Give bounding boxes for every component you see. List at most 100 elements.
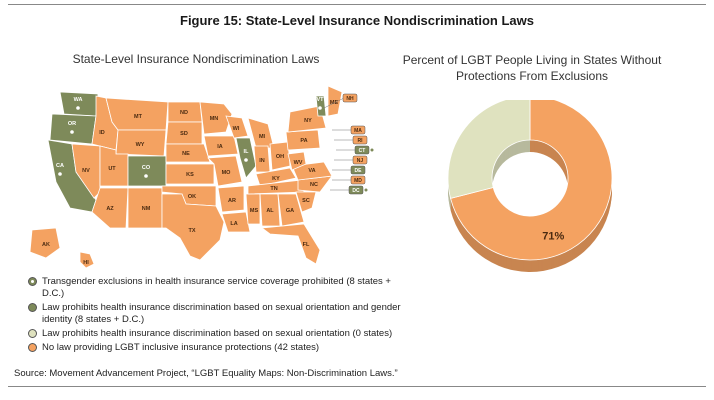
state-label-ut: UT — [108, 166, 116, 172]
state-label-or: OR — [68, 121, 76, 127]
state-oh — [269, 141, 291, 171]
callout-box-nh — [342, 93, 358, 103]
state-va — [291, 161, 333, 181]
transgender-marker-or — [70, 130, 74, 134]
callout-box-de — [350, 165, 366, 175]
state-wv — [287, 151, 307, 171]
state-label-tx: TX — [188, 228, 195, 234]
state-ut — [99, 145, 129, 187]
callout-label-md: MD — [354, 178, 362, 184]
callout-marker-dc — [363, 187, 369, 193]
state-label-ia: IA — [217, 144, 223, 150]
state-label-al: AL — [266, 208, 274, 214]
state-label-sd: SD — [180, 131, 188, 137]
bottom-rule — [8, 386, 706, 387]
callout-box-ma — [350, 125, 366, 135]
state-label-wy: WY — [136, 142, 145, 148]
state-ne — [165, 143, 211, 163]
legend-swatch-so — [28, 329, 37, 338]
source-note: Source: Movement Advancement Project, “L… — [14, 368, 398, 379]
state-label-mi: MI — [259, 134, 266, 140]
state-ky — [255, 167, 297, 187]
map-title: State-Level Insurance Nondiscrimination … — [72, 52, 320, 66]
state-vt — [315, 95, 327, 117]
top-rule — [8, 4, 706, 5]
callout-box-ri — [352, 135, 368, 145]
state-label-nv: NV — [82, 168, 90, 174]
state-label-nc: NC — [310, 182, 318, 188]
state-mi — [247, 117, 275, 149]
state-label-mn: MN — [210, 116, 219, 122]
legend-item-transgender: Transgender exclusions in health insuran… — [28, 276, 408, 300]
state-label-ga: GA — [286, 208, 294, 214]
state-ga — [277, 193, 305, 227]
state-tx — [161, 193, 225, 261]
state-label-nd: ND — [180, 110, 188, 116]
callout-label-ct: CT — [359, 148, 366, 154]
transgender-marker-co — [144, 174, 148, 178]
callout-box-ct — [354, 145, 370, 155]
state-label-id: ID — [99, 130, 105, 136]
state-ny — [287, 105, 327, 133]
state-label-pa: PA — [300, 138, 307, 144]
callout-label-nj: NJ — [357, 158, 364, 164]
state-label-wa: WA — [74, 97, 83, 103]
callout-box-md — [350, 175, 366, 185]
state-fl — [260, 223, 321, 265]
state-label-ok: OK — [188, 194, 196, 200]
state-or — [49, 113, 97, 145]
legend-swatch-transgender — [28, 277, 37, 286]
state-co — [127, 155, 167, 187]
pie-slice-label-0: 71% — [542, 231, 564, 243]
state-label-ks: KS — [186, 172, 194, 178]
state-label-ak: AK — [42, 242, 50, 248]
legend-item-none: No law providing LGBT inclusive insuranc… — [28, 342, 408, 354]
state-label-mo: MO — [222, 170, 232, 176]
state-label-wi: WI — [233, 126, 240, 132]
state-label-fl: FL — [303, 242, 310, 248]
state-label-nm: NM — [142, 206, 151, 212]
callout-label-dc: DC — [352, 188, 360, 194]
callout-label-ma: MA — [354, 128, 362, 134]
pie-slice-1 — [447, 100, 531, 199]
legend: Transgender exclusions in health insuran… — [28, 276, 408, 356]
state-label-sc: SC — [302, 198, 310, 204]
state-label-ca: CA — [56, 163, 64, 169]
legend-item-so-gi: Law prohibits health insurance discrimin… — [28, 302, 408, 326]
legend-swatch-none — [28, 343, 37, 352]
state-label-ms: MS — [250, 208, 259, 214]
us-map: WA OR CA NV ID MT WY UT CO AZ NM ND SD NE KS OK TX MN IA MO… — [29, 85, 375, 269]
state-label-ne: NE — [182, 151, 190, 157]
state-nv — [71, 143, 101, 199]
legend-swatch-so-gi — [28, 303, 37, 312]
callout-box-nj — [352, 155, 368, 165]
state-label-va: VA — [308, 168, 315, 174]
state-label-wv: WV — [294, 160, 303, 166]
callout-line-nh — [323, 97, 345, 109]
state-wa — [59, 91, 99, 117]
state-sc — [295, 191, 317, 213]
callout-box-dc — [348, 185, 364, 195]
state-label-ky: KY — [272, 176, 280, 182]
donut-chart: 71% — [447, 100, 613, 272]
state-label-ny: NY — [304, 118, 312, 124]
legend-label-none: No law providing LGBT inclusive insuranc… — [42, 342, 320, 353]
transgender-marker-ca — [58, 172, 62, 176]
state-wi — [225, 115, 249, 139]
state-label-in: IN — [259, 158, 265, 164]
state-label-az: AZ — [106, 206, 114, 212]
callout-label-ri: RI — [358, 138, 364, 144]
state-il — [235, 137, 257, 179]
state-hi — [79, 251, 95, 269]
state-label-mt: MT — [134, 114, 143, 120]
callout-label-de: DE — [355, 168, 363, 174]
state-pa — [285, 129, 321, 151]
legend-label-transgender: Transgender exclusions in health insuran… — [42, 276, 391, 299]
figure-title: Figure 15: State-Level Insurance Nondisc… — [180, 13, 534, 28]
transgender-marker-wa — [76, 106, 80, 110]
callout-label-nh: NH — [346, 96, 354, 102]
legend-label-so-gi: Law prohibits health insurance discrimin… — [42, 302, 401, 325]
state-label-la: LA — [230, 221, 237, 227]
state-label-tn: TN — [270, 186, 277, 192]
state-label-vt: VT — [316, 97, 324, 103]
